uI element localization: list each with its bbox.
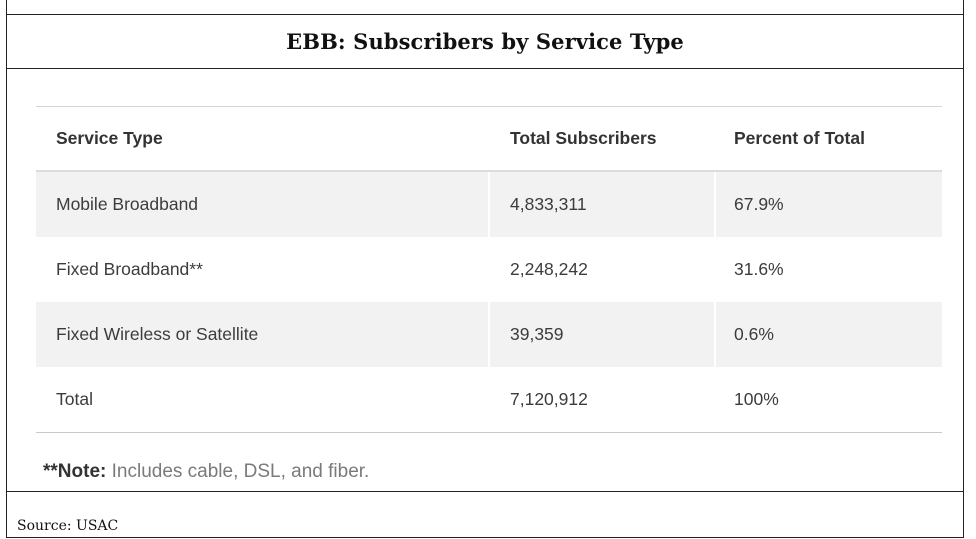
cell-service-type: Mobile Broadband xyxy=(36,172,488,237)
header-percent-of-total: Percent of Total xyxy=(734,128,865,148)
cell-percent: 31.6% xyxy=(734,259,784,279)
cell-percent: 0.6% xyxy=(716,302,942,367)
table-row-total: Total 7,120,912 100% xyxy=(36,367,942,432)
cell-total-subscribers: 4,833,311 xyxy=(490,172,714,237)
title-bar: EBB: Subscribers by Service Type xyxy=(7,14,963,69)
table-row: Fixed Broadband** 2,248,242 31.6% xyxy=(36,237,942,302)
footnote-text: Includes cable, DSL, and fiber. xyxy=(106,461,370,482)
cell-service-type: Total xyxy=(56,389,93,409)
cell-total-subscribers: 2,248,242 xyxy=(510,259,588,279)
header-service-type: Service Type xyxy=(56,128,163,148)
cell-total-subscribers: 39,359 xyxy=(490,302,714,367)
page-title: EBB: Subscribers by Service Type xyxy=(286,29,684,54)
cell-total-subscribers: 7,120,912 xyxy=(510,389,588,409)
header-total-subscribers: Total Subscribers xyxy=(510,128,657,148)
chart-frame: EBB: Subscribers by Service Type Service… xyxy=(6,0,964,538)
table-bottom-rule xyxy=(36,432,942,433)
table-header-row: Service Type Total Subscribers Percent o… xyxy=(36,107,942,172)
cell-percent: 67.9% xyxy=(716,172,942,237)
table-row: Mobile Broadband 4,833,311 67.9% xyxy=(36,172,942,237)
cell-service-type: Fixed Broadband** xyxy=(56,259,203,279)
footnote-label: **Note: xyxy=(43,461,107,482)
cell-percent: 100% xyxy=(734,389,779,409)
table-top-rule xyxy=(36,106,942,107)
subscribers-table: Service Type Total Subscribers Percent o… xyxy=(36,106,942,433)
source-text: Source: USAC xyxy=(17,518,119,534)
cell-service-type: Fixed Wireless or Satellite xyxy=(36,302,488,367)
table-row: Fixed Wireless or Satellite 39,359 0.6% xyxy=(36,302,942,367)
footnote: **Note: Includes cable, DSL, and fiber. xyxy=(43,461,369,483)
source-bar: Source: USAC xyxy=(7,491,963,538)
